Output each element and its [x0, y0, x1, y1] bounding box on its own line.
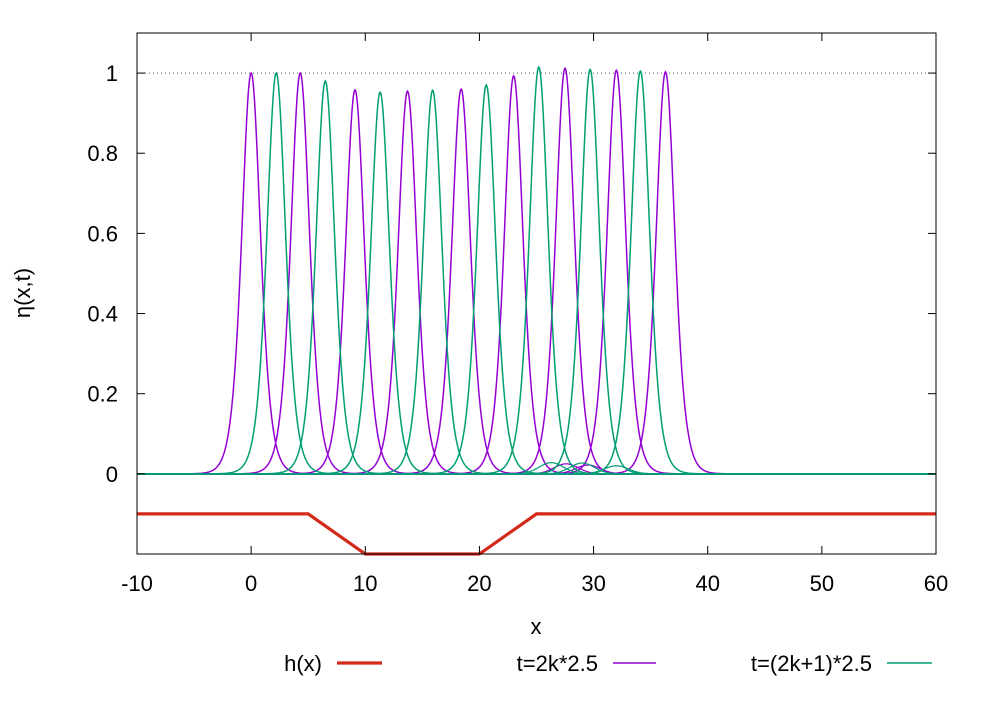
series-layer [137, 65, 936, 556]
x-tick-label: 60 [924, 571, 948, 596]
ripple-curve [536, 462, 628, 475]
legend-item: t=(2k+1)*2.5 [751, 651, 932, 676]
x-axis-label: x [531, 614, 542, 639]
y-tick-label: 1 [106, 61, 118, 86]
legend-item: t=2k*2.5 [517, 651, 656, 676]
x-tick-label: 20 [467, 571, 491, 596]
y-tick-label: 0 [106, 462, 118, 487]
series-1 [137, 512, 936, 556]
legend-label: t=(2k+1)*2.5 [751, 651, 872, 676]
x-tick-label: 10 [353, 571, 377, 596]
x-tick-label: 30 [581, 571, 605, 596]
y-tick-label: 0.2 [87, 382, 118, 407]
ripple-curve [570, 465, 663, 475]
x-tick-label: 0 [245, 571, 257, 596]
legend-label: t=2k*2.5 [517, 651, 598, 676]
x-ticks: -10 0 10 20 30 40 50 60 [121, 33, 948, 596]
x-tick-label: -10 [121, 571, 153, 596]
y-tick-label: 0.4 [87, 302, 118, 327]
series-line-h [137, 512, 936, 556]
x-tick-label: 40 [695, 571, 719, 596]
x-tick-label: 50 [810, 571, 834, 596]
y-tick-label: 0.6 [87, 221, 118, 246]
y-axis-label: η(x,t) [10, 268, 35, 318]
plot-frame [136, 32, 937, 555]
legend-label: h(x) [284, 651, 322, 676]
y-ticks: 0 0.2 0.4 0.6 0.8 1 [87, 61, 936, 487]
legend-item: h(x) [284, 651, 382, 676]
y-tick-label: 0.8 [87, 141, 118, 166]
series-3 [137, 65, 936, 475]
legend: h(x) t=2k*2.5 t=(2k+1)*2.5 [284, 651, 932, 676]
